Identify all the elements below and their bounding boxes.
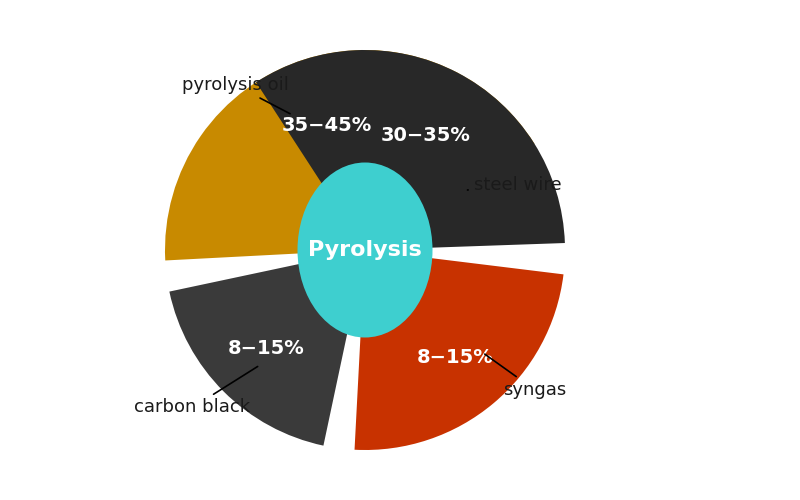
Text: steel wire: steel wire	[467, 176, 562, 194]
Text: 35−45%: 35−45%	[282, 116, 372, 135]
Text: 30−35%: 30−35%	[381, 126, 471, 144]
Wedge shape	[256, 50, 565, 250]
Text: carbon black: carbon black	[134, 366, 258, 416]
Text: Pyrolysis: Pyrolysis	[308, 240, 422, 260]
Text: syngas: syngas	[485, 354, 566, 399]
Wedge shape	[170, 250, 365, 446]
Text: 8−15%: 8−15%	[228, 340, 304, 358]
Wedge shape	[165, 50, 534, 260]
Text: 8−15%: 8−15%	[417, 348, 494, 366]
Text: pyrolysis oil: pyrolysis oil	[182, 76, 290, 114]
Ellipse shape	[298, 162, 433, 338]
Wedge shape	[354, 250, 563, 450]
